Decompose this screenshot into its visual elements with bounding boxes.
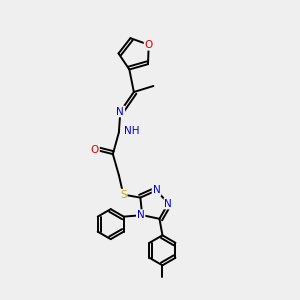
Text: NH: NH [124,126,140,136]
Text: O: O [91,145,99,154]
Text: S: S [120,190,127,200]
Text: O: O [145,40,153,50]
Text: N: N [116,106,124,116]
Text: N: N [164,199,172,208]
Text: N: N [137,210,145,220]
Text: N: N [153,185,160,195]
